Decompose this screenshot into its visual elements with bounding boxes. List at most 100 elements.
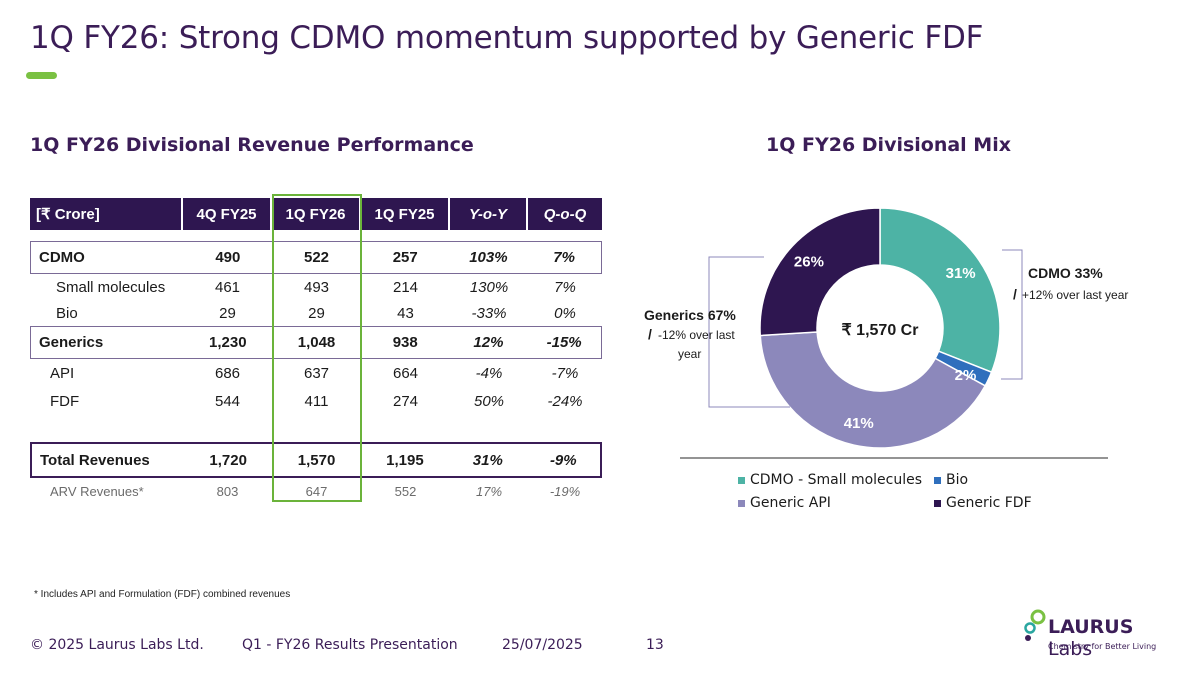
table-row-total: Total Revenues 1,720 1,570 1,195 31% -9% xyxy=(30,442,602,478)
slice-data-label: 2% xyxy=(955,367,977,384)
table-row-api: API 686 637 664 -4% -7% xyxy=(30,359,602,387)
legend-swatch xyxy=(738,499,745,507)
cell: 0% xyxy=(554,304,576,322)
row-label: API xyxy=(50,364,75,382)
slice-generic-fdf xyxy=(759,207,881,337)
generics-annotation-title: Generics 67% xyxy=(644,307,736,323)
footnote: * Includes API and Formulation (FDF) com… xyxy=(34,589,291,600)
footer-date: 25/07/2025 xyxy=(502,637,583,653)
logo-tagline: Chemistry for Better Living xyxy=(1048,642,1157,651)
cell: 50% xyxy=(473,392,505,410)
row-label: FDF xyxy=(50,392,80,410)
slice-generic-api xyxy=(759,331,987,449)
table-header-row: [₹ Crore] 4Q FY25 1Q FY26 1Q FY25 Y-o-Y … xyxy=(30,198,602,230)
cell: -19% xyxy=(549,483,581,499)
cell: 103% xyxy=(469,249,508,266)
slice-data-label: 41% xyxy=(844,415,874,432)
footer-copyright: © 2025 Laurus Labs Ltd. xyxy=(30,637,204,653)
legend-item-generic-fdf: Generic FDF xyxy=(934,495,1032,511)
chart-heading: 1Q FY26 Divisional Mix xyxy=(766,134,1011,156)
cell: 17% xyxy=(475,483,503,499)
generics-annotation-slash: / xyxy=(648,326,652,342)
cell: 31% xyxy=(472,451,503,469)
cell: 411 xyxy=(304,392,329,410)
cell: -4% xyxy=(475,364,503,382)
cell: 803 xyxy=(216,483,239,499)
header-cell-unit: [₹ Crore] xyxy=(30,198,183,230)
revenue-table: [₹ Crore] 4Q FY25 1Q FY26 1Q FY25 Y-o-Y … xyxy=(30,198,602,504)
cell: 29 xyxy=(308,304,325,322)
logo-mark-icon xyxy=(1024,609,1046,641)
cdmo-annotation-slash: / xyxy=(1013,286,1017,302)
slice-cdmo-small-molecules xyxy=(879,207,1001,374)
table-row-fdf: FDF 544 411 274 50% -24% xyxy=(30,387,602,415)
logo-suffix: Labs xyxy=(1048,638,1093,660)
title-accent-bar xyxy=(26,72,57,79)
cell: 493 xyxy=(303,278,330,296)
table-row-cdmo: CDMO 490 522 257 103% 7% xyxy=(30,241,602,274)
generics-annotation-note-1: -12% over last xyxy=(658,328,735,342)
cell: 522 xyxy=(304,249,330,266)
table-heading: 1Q FY26 Divisional Revenue Performance xyxy=(30,134,474,156)
slide-title: 1Q FY26: Strong CDMO momentum supported … xyxy=(30,20,984,56)
table-row-arv: ARV Revenues* 803 647 552 17% -19% xyxy=(30,478,602,504)
cdmo-bracket-line xyxy=(1001,249,1023,380)
cdmo-annotation-title: CDMO 33% xyxy=(1028,265,1103,281)
legend-swatch xyxy=(934,499,941,507)
generics-bracket-line xyxy=(708,256,790,408)
cell: -9% xyxy=(549,451,577,469)
donut-slice-labels: 31% 2% 41% 26% xyxy=(794,253,976,432)
header-cell-qoq: Q-o-Q xyxy=(543,205,587,223)
cell: 7% xyxy=(553,249,575,266)
cell: 461 xyxy=(214,278,241,296)
cell: 647 xyxy=(305,483,328,499)
footer-page-number: 13 xyxy=(646,637,664,653)
header-cell-1qfy25: 1Q FY25 xyxy=(361,198,450,230)
cell: 1,048 xyxy=(297,334,336,351)
cell: 7% xyxy=(554,278,576,296)
cell: -33% xyxy=(471,304,507,322)
legend-item-generic-api: Generic API xyxy=(738,495,831,511)
legend-label: Bio xyxy=(946,472,969,488)
footer-presentation-name: Q1 - FY26 Results Presentation xyxy=(242,637,458,653)
cell: 686 xyxy=(214,364,241,382)
generics-annotation-note-2: year xyxy=(678,347,701,361)
table-row-small-molecules: Small molecules 461 493 214 130% 7% xyxy=(30,274,602,300)
divisional-mix-donut-chart: 31% 2% 41% 26% ₹ 1,570 Cr CDMO 33% / +12% o… xyxy=(644,207,1128,459)
legend-label: Generic FDF xyxy=(946,495,1032,511)
legend-label: CDMO - Small molecules xyxy=(750,472,923,488)
legend-label: Generic API xyxy=(750,495,831,511)
company-logo: LAURUS Labs Chemistry for Better Living xyxy=(1020,608,1180,660)
donut-slices xyxy=(759,207,1001,449)
cell: 43 xyxy=(397,304,414,322)
cell: -7% xyxy=(551,364,579,382)
legend-swatch xyxy=(738,476,745,484)
cell: 12% xyxy=(473,334,504,351)
legend-swatch xyxy=(934,476,941,484)
cell: 130% xyxy=(469,278,509,296)
cell: 29 xyxy=(219,304,236,322)
cell: 1,570 xyxy=(297,451,336,469)
row-label: CDMO xyxy=(39,249,85,266)
header-cell-yoy: Y-o-Y xyxy=(450,198,528,230)
donut-center-label: ₹ 1,570 Cr xyxy=(842,322,919,339)
cell: -24% xyxy=(547,392,583,410)
cdmo-annotation-note: +12% over last year xyxy=(1022,288,1128,302)
cell: 544 xyxy=(214,392,241,410)
cell: 214 xyxy=(392,278,419,296)
row-label: Generics xyxy=(39,334,104,351)
row-label: Total Revenues xyxy=(40,451,150,469)
cell: 490 xyxy=(215,249,241,266)
cell: 274 xyxy=(392,392,419,410)
header-cell-4qfy25: 4Q FY25 xyxy=(183,198,272,230)
row-label: ARV Revenues* xyxy=(50,483,144,499)
legend-item-cdmo-small-molecules: CDMO - Small molecules xyxy=(738,472,922,488)
cell: 938 xyxy=(392,334,418,351)
cell: -15% xyxy=(546,334,582,351)
header-cell-1qfy26: 1Q FY26 xyxy=(272,198,361,230)
row-label: Bio xyxy=(56,304,78,322)
cell: 637 xyxy=(303,364,330,382)
cell: 664 xyxy=(392,364,419,382)
cell: 1,230 xyxy=(209,334,247,351)
slice-data-label: 26% xyxy=(794,253,824,270)
